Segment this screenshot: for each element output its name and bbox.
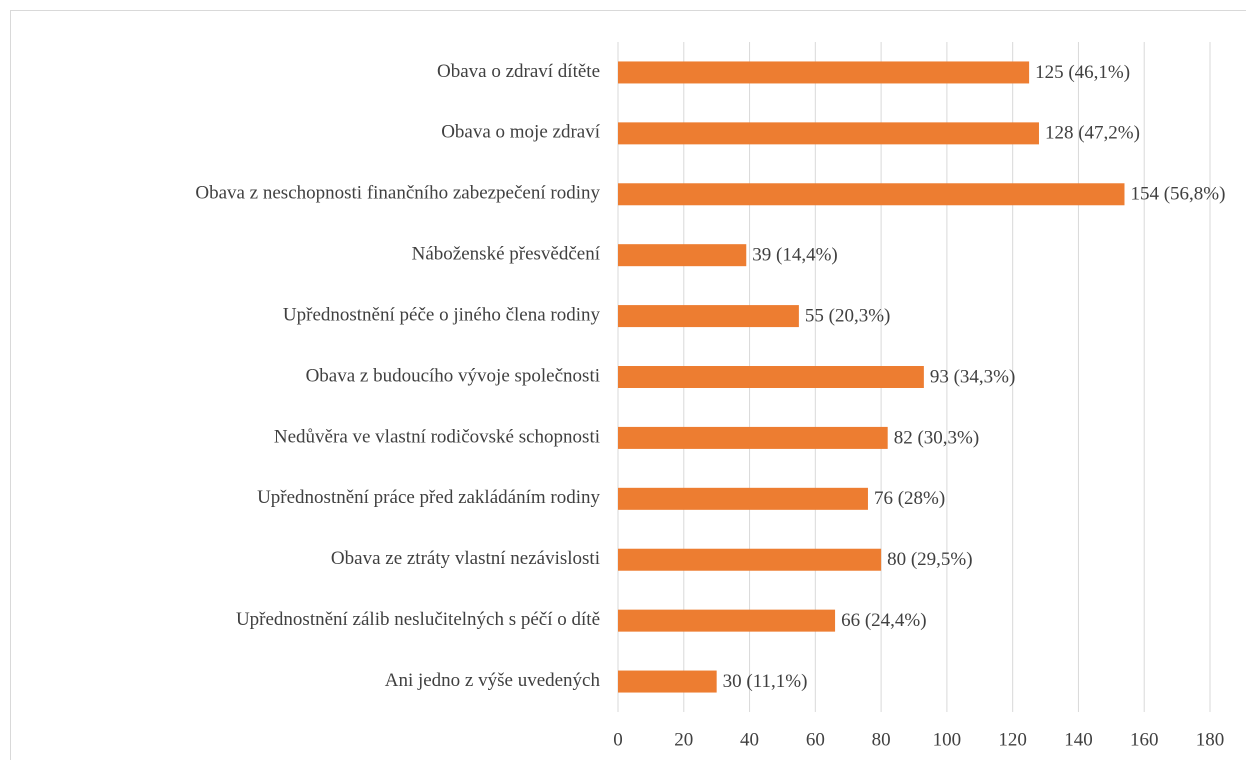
bar	[618, 122, 1039, 145]
bar	[618, 487, 868, 510]
bar	[618, 61, 1030, 84]
y-tick-label: Obava ze ztráty vlastní nezávislosti	[331, 548, 600, 569]
data-label: 30 (11,1%)	[723, 671, 808, 692]
bar	[618, 305, 799, 328]
data-label: 39 (14,4%)	[752, 245, 837, 266]
bar	[618, 548, 882, 571]
bar	[618, 426, 888, 449]
x-tick-label: 100	[933, 729, 962, 750]
x-tick-label: 80	[872, 729, 891, 750]
bar	[618, 183, 1125, 206]
data-label: 128 (47,2%)	[1045, 123, 1140, 144]
y-tick-label: Náboženské přesvědčení	[412, 244, 601, 265]
bar	[618, 366, 924, 388]
data-label: 80 (29,5%)	[887, 549, 972, 570]
x-tick-label: 20	[674, 729, 693, 750]
y-tick-label: Upřednostnění práce před zakládáním rodi…	[257, 487, 600, 508]
y-tick-label: Ani jedno z výše uvedených	[385, 670, 601, 691]
y-tick-label: Upřednostnění zálib neslučitelných s péč…	[236, 609, 600, 630]
bar	[618, 244, 747, 267]
data-label: 93 (34,3%)	[930, 366, 1015, 387]
x-tick-label: 40	[740, 729, 759, 750]
y-tick-label: Obava o zdraví dítěte	[437, 61, 600, 82]
x-tick-label: 160	[1130, 729, 1159, 750]
x-tick-label: 60	[806, 729, 825, 750]
data-label: 76 (28%)	[874, 488, 945, 509]
data-label: 66 (24,4%)	[841, 610, 926, 631]
x-tick-label: 0	[613, 729, 623, 750]
x-tick-label: 180	[1196, 729, 1225, 750]
y-tick-label: Obava z neschopnosti finančního zabezpeč…	[195, 183, 600, 204]
x-tick-label: 120	[998, 729, 1027, 750]
y-tick-label: Nedůvěra ve vlastní rodičovské schopnost…	[274, 426, 600, 447]
y-tick-label: Obava o moje zdraví	[441, 122, 601, 143]
data-label: 55 (20,3%)	[805, 305, 890, 326]
y-tick-label: Obava z budoucího vývoje společnosti	[306, 365, 600, 386]
bar	[618, 609, 836, 632]
bar	[618, 670, 717, 693]
data-label: 82 (30,3%)	[894, 427, 979, 448]
x-tick-label: 140	[1064, 729, 1093, 750]
data-label: 154 (56,8%)	[1130, 184, 1225, 205]
chart-frame	[10, 10, 1246, 760]
y-tick-label: Upřednostnění péče o jiného člena rodiny	[283, 304, 601, 325]
data-label: 125 (46,1%)	[1035, 62, 1130, 83]
